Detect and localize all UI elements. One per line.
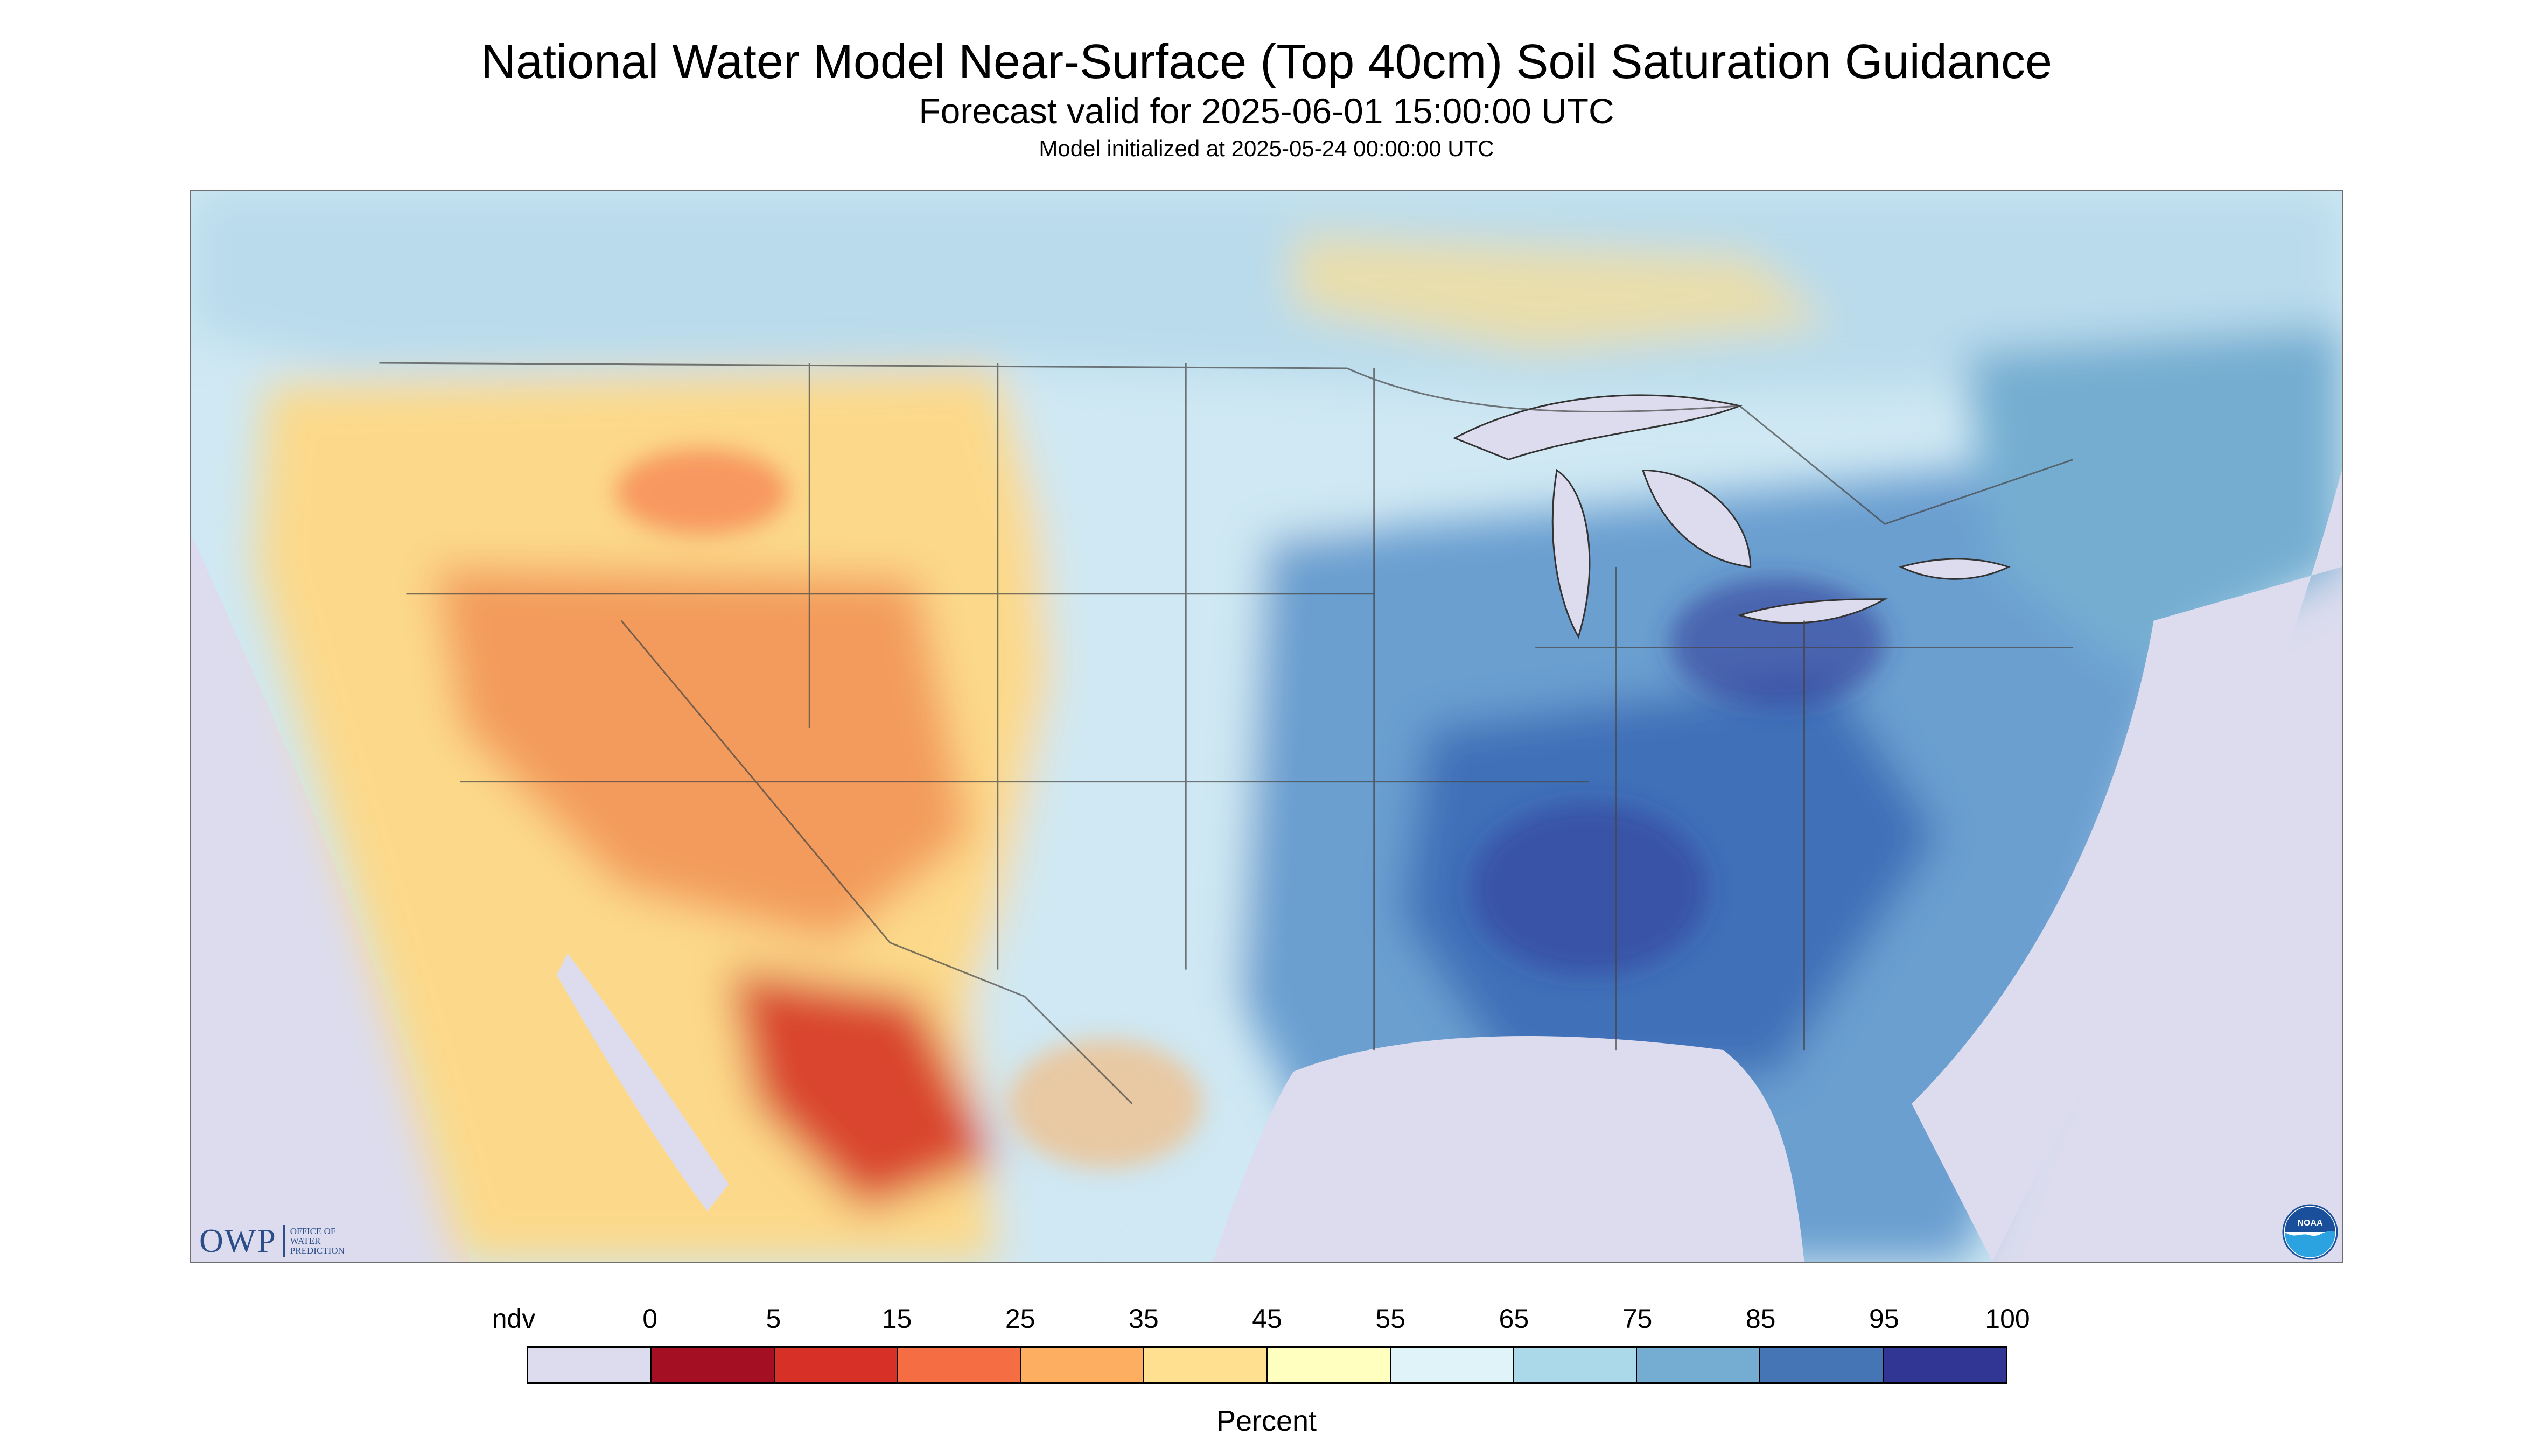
legend-label: 15: [881, 1304, 912, 1334]
lake-ontario: [1899, 558, 2011, 580]
legend-swatch: [1884, 1348, 2006, 1382]
region-mexico-dry: [729, 969, 998, 1212]
owp-logo: OWP Office of Water Prediction: [199, 1222, 345, 1260]
wet-patch-mississippi: [1471, 803, 1708, 975]
forecast-valid-time: Forecast valid for 2025-06-01 15:00:00 U…: [919, 91, 1614, 131]
legend-label: 45: [1252, 1304, 1282, 1334]
legend-swatch: [1144, 1348, 1268, 1382]
lake-huron: [1641, 469, 1752, 568]
legend-swatch: [1267, 1348, 1391, 1382]
legend-swatch: [1760, 1348, 1884, 1382]
model-init-time: Model initialized at 2025-05-24 00:00:00…: [1039, 136, 1494, 161]
legend-swatch: [1390, 1348, 1514, 1382]
gulf-of-mexico: [1213, 1035, 1804, 1262]
owp-logo-line-1: Office of: [290, 1226, 336, 1236]
state-borders: [379, 362, 2074, 1104]
map-title: National Water Model Near-Surface (Top 4…: [480, 35, 2052, 89]
legend-label: 65: [1499, 1304, 1529, 1334]
legend-label: 95: [1869, 1304, 1899, 1334]
lake-erie: [1737, 598, 1888, 624]
noaa-logo-text: NOAA: [2297, 1219, 2323, 1228]
owp-logo-text: Office of Water Prediction: [290, 1227, 345, 1256]
legend-label: 5: [766, 1304, 781, 1334]
legend-label: 75: [1622, 1304, 1653, 1334]
owp-logo-line-3: Prediction: [290, 1245, 345, 1256]
legend-swatch: [898, 1348, 1021, 1382]
region-canada: [191, 191, 2342, 395]
region-northeast: [1965, 325, 2342, 675]
legend-label: 85: [1745, 1304, 1776, 1334]
legend-swatch: [528, 1348, 652, 1382]
gulf-of-california: [556, 953, 729, 1212]
legend-label: ndv: [492, 1304, 536, 1334]
color-legend: [527, 1346, 2007, 1384]
region-southwest-dry: [433, 566, 971, 943]
owp-logo-line-2: Water: [290, 1236, 321, 1246]
legend-title: Percent: [1216, 1405, 1317, 1437]
noaa-logo: NOAA: [2282, 1204, 2338, 1260]
legend-label: 0: [642, 1304, 658, 1334]
legend-swatch: [651, 1348, 775, 1382]
dry-patch-texas: [1008, 1039, 1202, 1168]
legend-label: 55: [1375, 1304, 1405, 1334]
owp-logo-divider: [283, 1225, 285, 1257]
legend-label: 100: [1985, 1304, 2030, 1334]
wet-patch-ohio-valley: [1669, 577, 1885, 707]
legend-label: 35: [1129, 1304, 1159, 1334]
legend-swatch: [1021, 1348, 1145, 1382]
atlantic-ocean: [1912, 470, 2342, 1262]
legend-swatch: [1514, 1348, 1638, 1382]
legend-swatch: [774, 1348, 898, 1382]
soil-saturation-map: [190, 190, 2343, 1263]
region-canada-dry: [1293, 234, 1831, 353]
dry-patch-montana: [615, 449, 788, 535]
legend-swatch: [1637, 1348, 1761, 1382]
legend-label: 25: [1005, 1304, 1035, 1334]
lake-michigan: [1551, 468, 1591, 639]
map-canvas: [191, 191, 2342, 1262]
owp-logo-mark: OWP: [199, 1222, 277, 1259]
